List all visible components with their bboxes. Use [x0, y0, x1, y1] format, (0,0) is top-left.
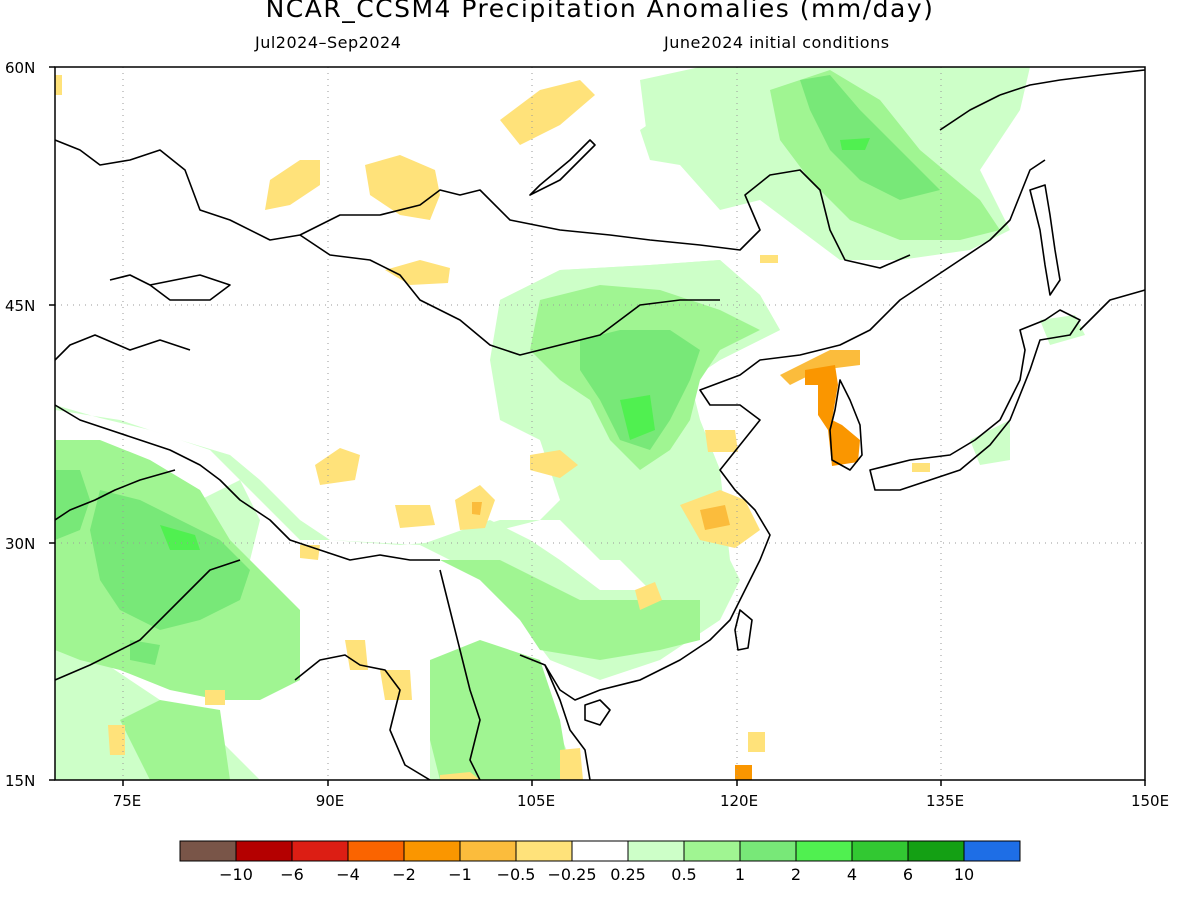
initial-conditions: June2024 initial conditions [664, 33, 890, 52]
colorbar-swatch [851, 840, 909, 862]
map-title: NCAR_CCSM4 Precipitation Anomalies (mm/d… [265, 0, 935, 23]
colorbar-swatch [963, 840, 1021, 862]
lon-label: 135E [926, 792, 964, 810]
colorbar-swatch [795, 840, 853, 862]
lon-label: 120E [720, 792, 758, 810]
colorbar-swatch [571, 840, 629, 862]
colorbar-swatch [907, 840, 965, 862]
colorbar-label: 0.5 [671, 865, 696, 884]
colorbar-label: 4 [847, 865, 857, 884]
map-frame [54, 66, 1146, 781]
longitude-labels: 75E 90E 105E 120E 135E 150E [113, 792, 1169, 810]
colorbar-swatch [235, 840, 293, 862]
colorbar-label: −0.5 [497, 865, 536, 884]
colorbar-label: −1 [448, 865, 472, 884]
valid-period: Jul2024–Sep2024 [255, 33, 402, 52]
axis-ticks [49, 66, 1146, 786]
colorbar-label: −2 [392, 865, 416, 884]
latitude-labels: 60N 45N 30N 15N [5, 59, 35, 790]
lon-label: 150E [1131, 792, 1169, 810]
anomaly-field [55, 67, 1085, 780]
colorbar-swatch [739, 840, 797, 862]
colorbar-label: −6 [280, 865, 304, 884]
colorbar [179, 840, 1021, 862]
colorbar-swatch [515, 840, 573, 862]
colorbar-swatch [291, 840, 349, 862]
colorbar-label: 2 [791, 865, 801, 884]
lat-label: 45N [5, 297, 35, 315]
colorbar-swatch [403, 840, 461, 862]
colorbar-label: 6 [903, 865, 913, 884]
colorbar-swatch [179, 840, 237, 862]
colorbar-swatch [459, 840, 517, 862]
colorbar-label: 0.25 [610, 865, 646, 884]
anomaly-yellow [55, 75, 930, 780]
anomaly-bright-green [160, 138, 870, 550]
colorbar-swatch [627, 840, 685, 862]
colorbar-label: −0.25 [547, 865, 596, 884]
colorbar-label: 1 [735, 865, 745, 884]
colorbar-label: −10 [219, 865, 253, 884]
anomaly-orange [735, 365, 860, 780]
colorbar-swatch [683, 840, 741, 862]
colorbar-label: 10 [954, 865, 974, 884]
anomaly-green [55, 75, 940, 665]
lat-label: 60N [5, 59, 35, 77]
coastlines-borders [55, 69, 1145, 780]
lat-label: 30N [5, 535, 35, 553]
lon-label: 90E [316, 792, 345, 810]
lat-label: 15N [5, 772, 35, 790]
colorbar-label: −4 [336, 865, 360, 884]
lon-label: 75E [113, 792, 142, 810]
graticule [55, 67, 1145, 780]
lon-label: 105E [517, 792, 555, 810]
colorbar-swatch [347, 840, 405, 862]
colorbar-labels: −10 −6 −4 −2 −1 −0.5 −0.25 0.25 0.5 1 2 4 6 10 [219, 865, 974, 884]
